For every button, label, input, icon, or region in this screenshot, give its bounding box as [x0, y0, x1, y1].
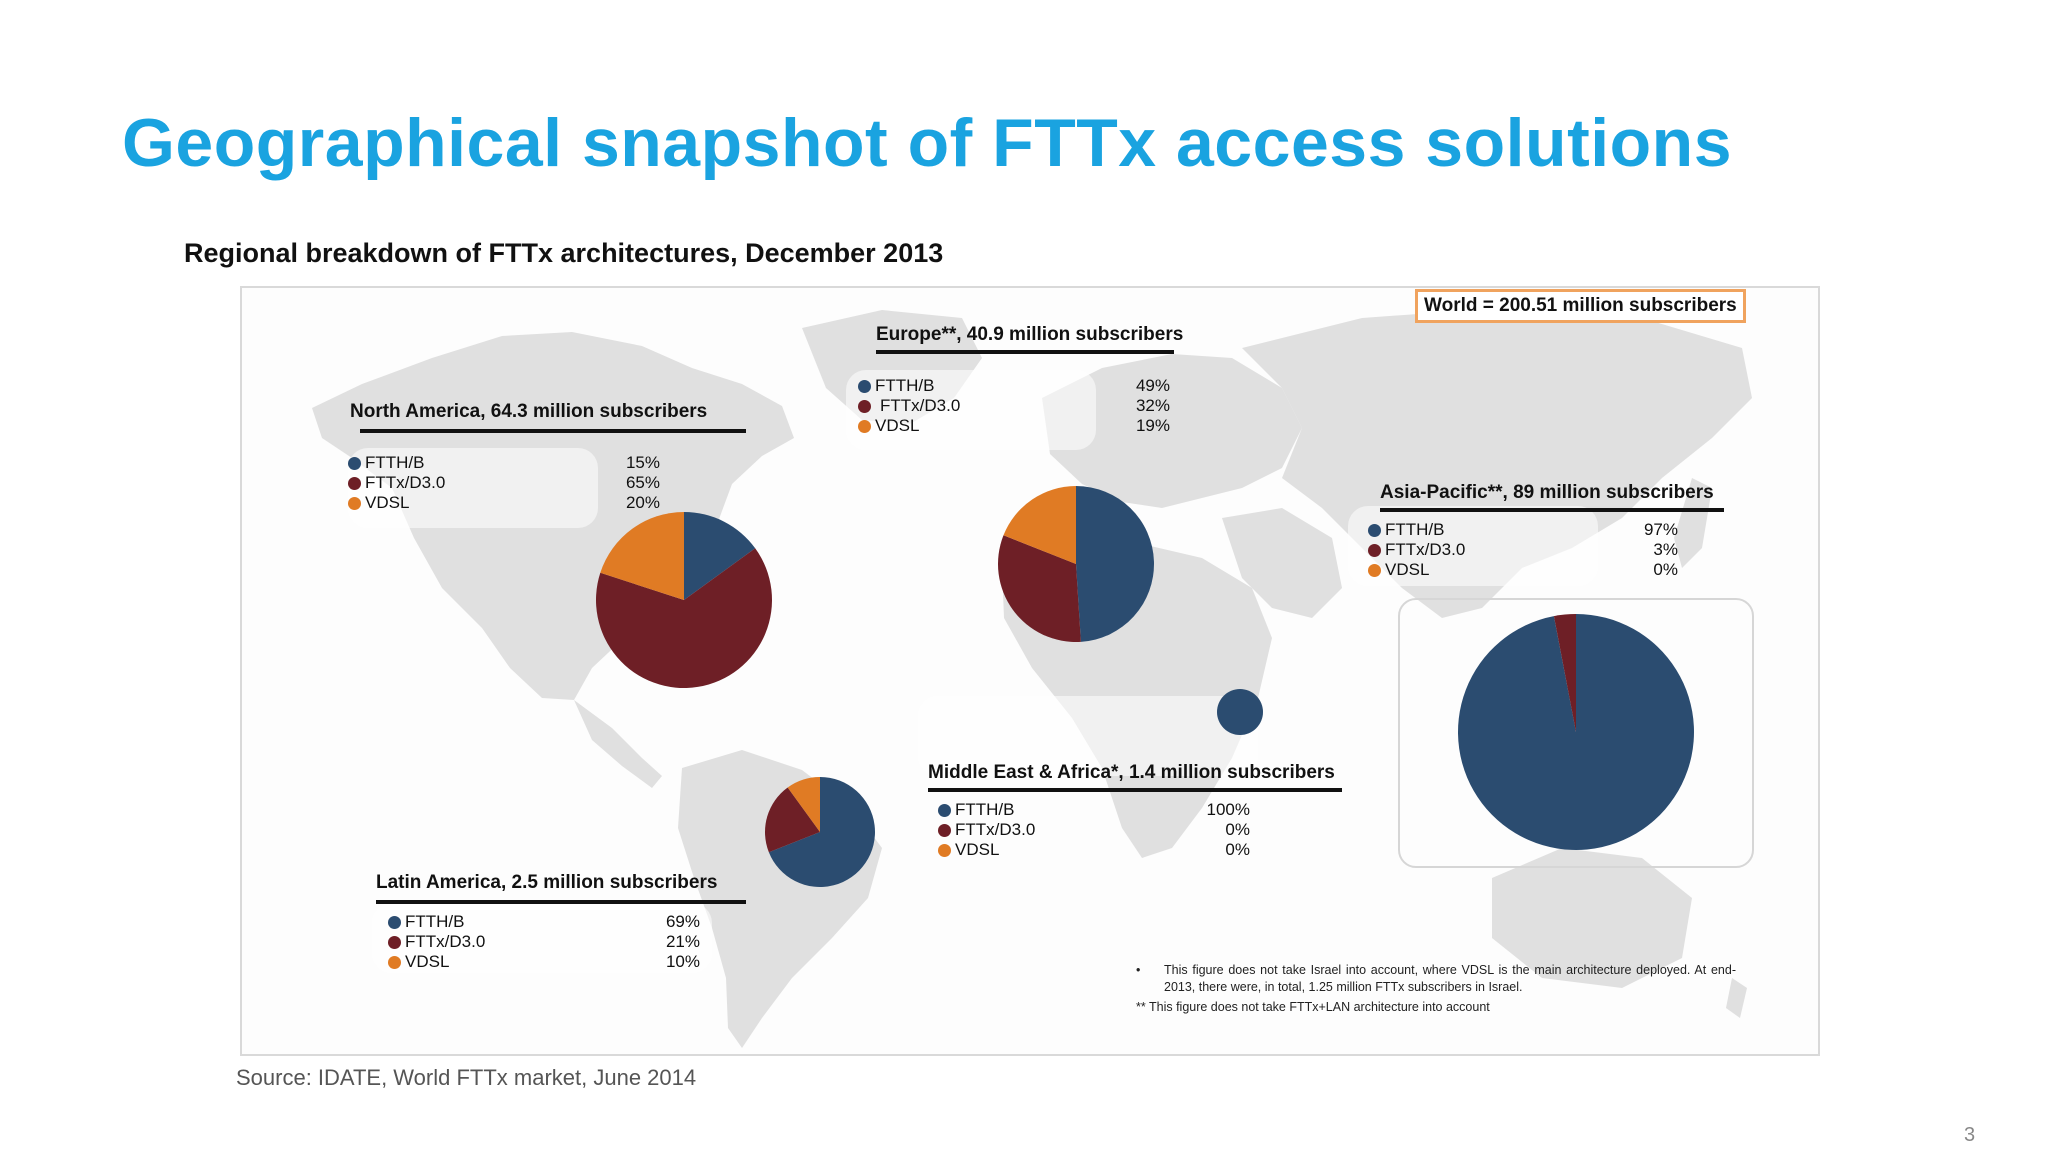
north-america-title-underline	[360, 429, 746, 433]
legend-swatch-fttx	[1368, 544, 1381, 557]
legend-swatch-vdsl	[1368, 564, 1381, 577]
asia-pacific-legend: FTTH/B 97% FTTx/D3.0 3% VDSL 0%	[1368, 520, 1678, 580]
pie-slice-latin-america-ftth	[768, 777, 875, 887]
pie-slice-latin-america-vdsl	[787, 777, 820, 832]
map-central-america	[574, 700, 662, 788]
pie-slice-europe-vdsl	[1003, 486, 1076, 564]
north-america-title: North America, 64.3 million subscribers	[350, 401, 708, 422]
legend-swatch-vdsl	[348, 497, 361, 510]
slide-title: Geographical snapshot of FTTx access sol…	[122, 105, 1733, 181]
legend-swatch-ftth	[1368, 524, 1381, 537]
middle-east-africa-title-underline	[928, 788, 1342, 792]
legend-swatch-ftth	[858, 380, 871, 393]
legend-swatch-fttx	[388, 936, 401, 949]
pie-slice-asia-pacific-fttx	[1553, 614, 1576, 732]
footnote-israel: This figure does not take Israel into ac…	[1164, 963, 1736, 994]
legend-swatch-vdsl	[858, 420, 871, 433]
pie-slice-latin-america-fttx	[765, 787, 820, 853]
pie-slice-north-america-vdsl	[600, 512, 684, 600]
europe-title-underline	[876, 350, 1174, 354]
middle-east-africa-title: Middle East & Africa*, 1.4 million subsc…	[928, 762, 1335, 783]
legend-swatch-fttx	[348, 477, 361, 490]
legend-swatch-fttx	[858, 400, 871, 413]
europe-title: Europe**, 40.9 million subscribers	[876, 324, 1184, 345]
north-america-legend: FTTH/B 15% FTTx/D3.0 65% VDSL 20%	[348, 453, 660, 513]
pie-slice-asia-pacific-ftth	[1458, 614, 1695, 850]
legend-swatch-ftth	[348, 457, 361, 470]
pie-slice-middle-east-africa-ftth	[1217, 689, 1263, 735]
page-number: 3	[1964, 1124, 1976, 1146]
footnote-bullet: •	[1136, 963, 1141, 977]
footnote-fttx-lan: ** This figure does not take FTTx+LAN ar…	[1136, 1000, 1490, 1014]
map-europe	[1042, 354, 1302, 508]
map-australia	[1492, 848, 1692, 988]
pie-slice-north-america-fttx	[596, 548, 772, 688]
map-new-zealand	[1726, 978, 1747, 1018]
pie-slice-europe-fttx	[997, 535, 1081, 642]
world-total-badge: World = 200.51 million subscribers	[1415, 289, 1746, 323]
asia-pacific-title-underline	[1380, 508, 1724, 512]
asia-pacific-highlight-box	[1398, 598, 1754, 868]
legend-swatch-vdsl	[388, 956, 401, 969]
latin-america-title: Latin America, 2.5 million subscribers	[376, 872, 718, 893]
footnotes: • This figure does not take Israel into a…	[1136, 962, 1736, 1016]
legend-swatch-ftth	[388, 916, 401, 929]
source-note: Source: IDATE, World FTTx market, June 2…	[236, 1065, 697, 1090]
pie-charts	[596, 486, 1695, 887]
map-middle-east	[1222, 508, 1342, 618]
asia-pacific-title: Asia-Pacific**, 89 million subscribers	[1380, 482, 1714, 503]
middle-east-africa-legend: FTTH/B 100% FTTx/D3.0 0% VDSL 0%	[938, 800, 1250, 860]
pie-slice-north-america-ftth	[684, 512, 756, 600]
latin-america-legend: FTTH/B 69% FTTx/D3.0 21% VDSL 10%	[388, 912, 700, 972]
europe-legend: FTTH/B 49% FTTx/D3.0 32% VDSL 19%	[858, 376, 1170, 436]
map-japan	[1674, 478, 1712, 568]
map-chart-frame: World = 200.51 million subscribers Europ…	[240, 286, 1820, 1056]
latin-america-title-underline	[376, 900, 746, 904]
legend-swatch-fttx	[938, 824, 951, 837]
pie-slice-europe-ftth	[1076, 486, 1155, 642]
legend-swatch-ftth	[938, 804, 951, 817]
chart-subtitle: Regional breakdown of FTTx architectures…	[184, 238, 944, 268]
legend-swatch-vdsl	[938, 844, 951, 857]
